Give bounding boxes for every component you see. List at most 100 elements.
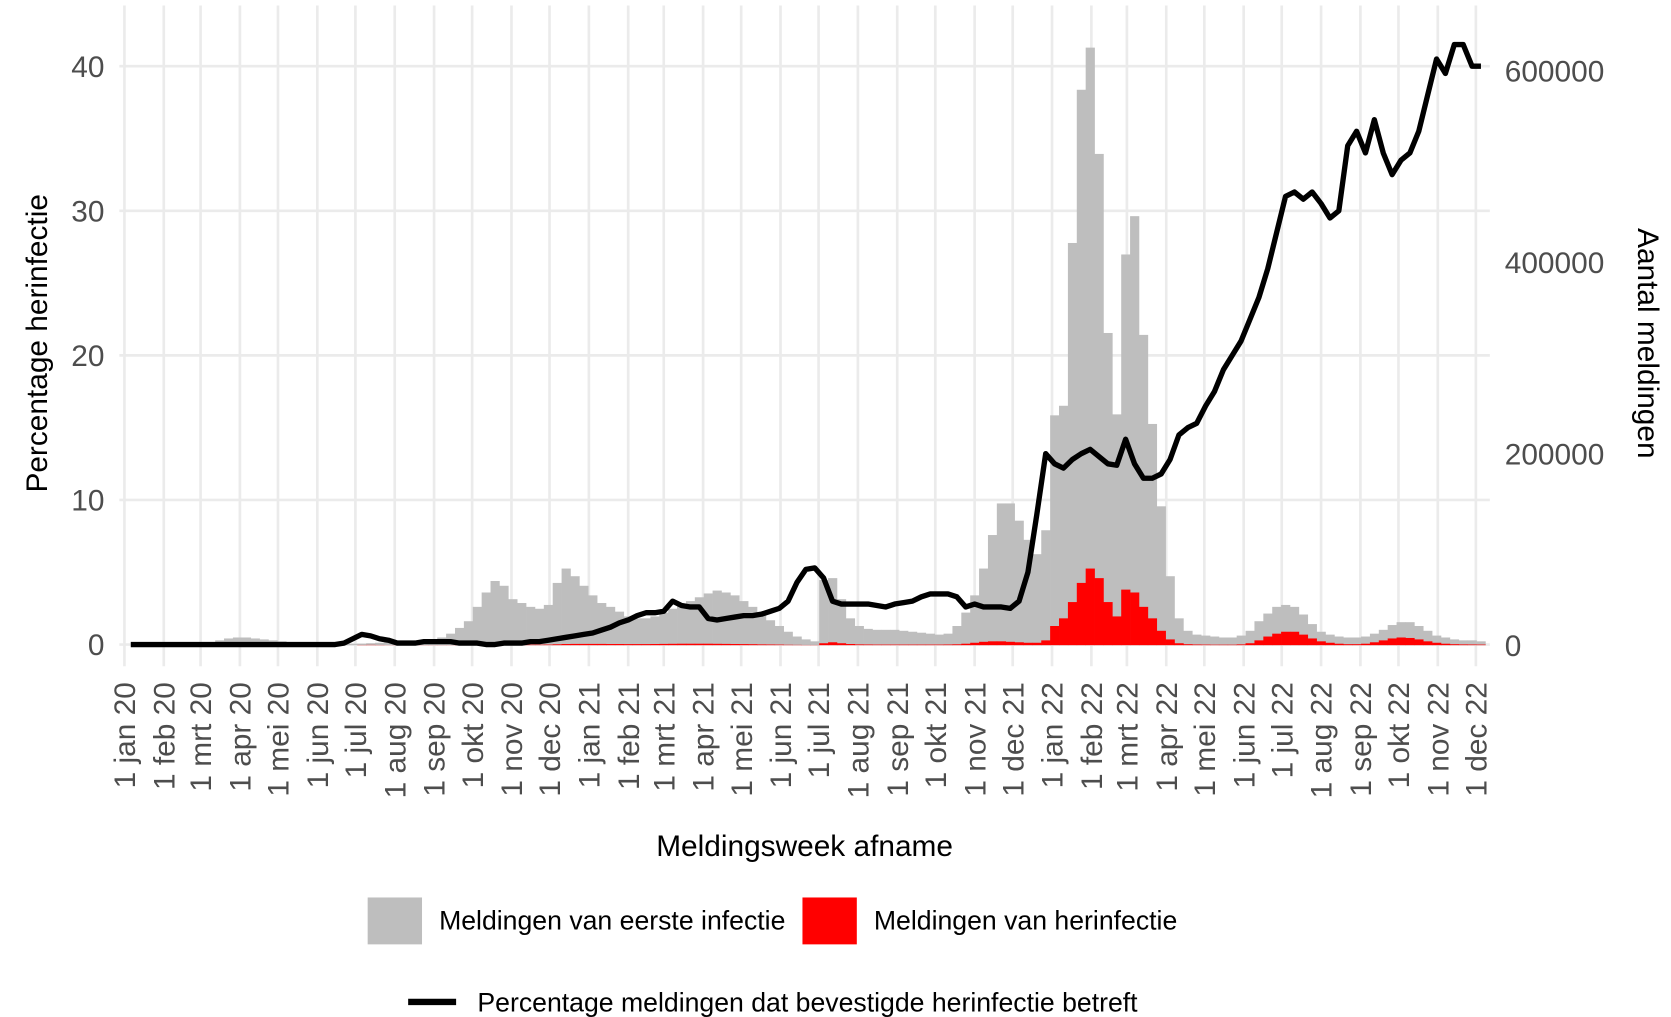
bar bbox=[1245, 630, 1255, 646]
bar bbox=[1076, 582, 1086, 646]
bar bbox=[854, 626, 864, 646]
bar bbox=[712, 643, 722, 646]
bar bbox=[641, 618, 651, 646]
bar bbox=[748, 606, 758, 646]
bar bbox=[1307, 638, 1317, 646]
bar bbox=[694, 643, 705, 646]
bar bbox=[1156, 630, 1166, 646]
bar bbox=[1192, 644, 1202, 646]
bar bbox=[632, 618, 642, 646]
y2-tick-label: 600000 bbox=[1505, 55, 1605, 88]
bar bbox=[650, 644, 660, 646]
bar bbox=[1289, 606, 1300, 646]
x-tick-label: 1 jun 22 bbox=[1228, 682, 1261, 788]
legend-label: Percentage meldingen dat bevestigde heri… bbox=[477, 988, 1138, 1017]
bar bbox=[1165, 639, 1175, 646]
bar bbox=[1130, 592, 1140, 646]
bar bbox=[1023, 539, 1033, 646]
bar bbox=[1414, 639, 1424, 646]
y-tick-label: 20 bbox=[71, 340, 104, 373]
bar bbox=[1032, 554, 1042, 646]
bar bbox=[597, 603, 607, 646]
bar bbox=[1281, 604, 1291, 646]
bar bbox=[721, 643, 731, 646]
bar bbox=[1378, 640, 1389, 646]
bar bbox=[810, 641, 820, 646]
bar bbox=[828, 642, 838, 646]
bar bbox=[1236, 644, 1246, 646]
x-tick-label: 1 mrt 22 bbox=[1112, 682, 1145, 791]
bar bbox=[677, 643, 687, 646]
line bbox=[130, 41, 1481, 648]
x-tick-label: 1 mrt 21 bbox=[648, 682, 681, 791]
x-tick-label: 1 mrt 20 bbox=[185, 682, 218, 791]
bar bbox=[481, 592, 491, 646]
bar bbox=[1316, 631, 1326, 646]
bar bbox=[1440, 643, 1451, 646]
bar bbox=[1440, 637, 1451, 646]
x-tick-label: 1 jul 22 bbox=[1266, 682, 1299, 778]
bar bbox=[1298, 634, 1309, 646]
bar bbox=[614, 644, 625, 646]
x-tick-label: 1 feb 20 bbox=[148, 682, 181, 790]
bar bbox=[508, 599, 518, 646]
bar bbox=[1432, 635, 1442, 646]
bar bbox=[783, 631, 793, 646]
bar bbox=[845, 644, 856, 646]
x-tick-label: 1 mei 22 bbox=[1189, 682, 1222, 796]
bar bbox=[1050, 626, 1060, 646]
bar bbox=[1103, 602, 1113, 646]
x-tick-label: 1 sep 22 bbox=[1345, 682, 1378, 796]
bar bbox=[757, 644, 767, 646]
x-tick-label: 1 okt 21 bbox=[920, 682, 953, 788]
x-tick-label: 1 mei 21 bbox=[726, 682, 759, 796]
bar bbox=[1032, 642, 1042, 646]
bar bbox=[1298, 614, 1309, 646]
legend: Meldingen van eerste infectie Meldingen v… bbox=[367, 897, 1177, 1017]
bar bbox=[952, 626, 962, 646]
bar bbox=[579, 585, 589, 646]
bar bbox=[1138, 606, 1149, 646]
bar bbox=[952, 644, 962, 646]
x-tick-label: 1 dec 21 bbox=[997, 682, 1030, 796]
x-tick-label: 1 dec 20 bbox=[534, 682, 567, 796]
bar bbox=[685, 601, 696, 646]
bar bbox=[730, 644, 740, 646]
bar bbox=[1396, 622, 1406, 646]
bar bbox=[819, 580, 829, 646]
x-tick-label: 1 aug 22 bbox=[1306, 682, 1339, 798]
bar bbox=[1112, 414, 1122, 646]
bar bbox=[659, 643, 669, 646]
bar bbox=[1263, 613, 1273, 646]
bar bbox=[1014, 520, 1024, 646]
bar bbox=[1449, 639, 1460, 646]
bar bbox=[552, 582, 562, 646]
bar bbox=[836, 643, 847, 646]
bar bbox=[739, 644, 749, 646]
bar bbox=[1050, 415, 1060, 646]
bar bbox=[1183, 630, 1193, 646]
bar bbox=[765, 620, 776, 646]
x-tick-label: 1 nov 20 bbox=[496, 682, 529, 796]
bar bbox=[543, 644, 554, 646]
bar bbox=[348, 643, 358, 646]
x-tick-label: 1 sep 21 bbox=[882, 682, 915, 796]
bar bbox=[1245, 643, 1255, 646]
bar bbox=[1458, 644, 1468, 646]
bar bbox=[970, 595, 980, 646]
bar bbox=[961, 612, 971, 646]
bar bbox=[943, 633, 953, 646]
x-tick-label: 1 apr 22 bbox=[1151, 682, 1184, 791]
bar bbox=[526, 606, 536, 646]
bar bbox=[1059, 405, 1069, 646]
bar bbox=[739, 601, 749, 646]
x-tick-label: 1 feb 22 bbox=[1076, 682, 1109, 790]
y-axis-title: Percentage herinfectie bbox=[21, 194, 54, 492]
bar bbox=[987, 641, 998, 646]
bar bbox=[703, 643, 713, 646]
bar bbox=[943, 644, 953, 646]
y-tick-label: 10 bbox=[71, 485, 104, 518]
bar bbox=[1067, 242, 1078, 646]
bar bbox=[499, 585, 509, 646]
bar bbox=[1174, 618, 1184, 646]
